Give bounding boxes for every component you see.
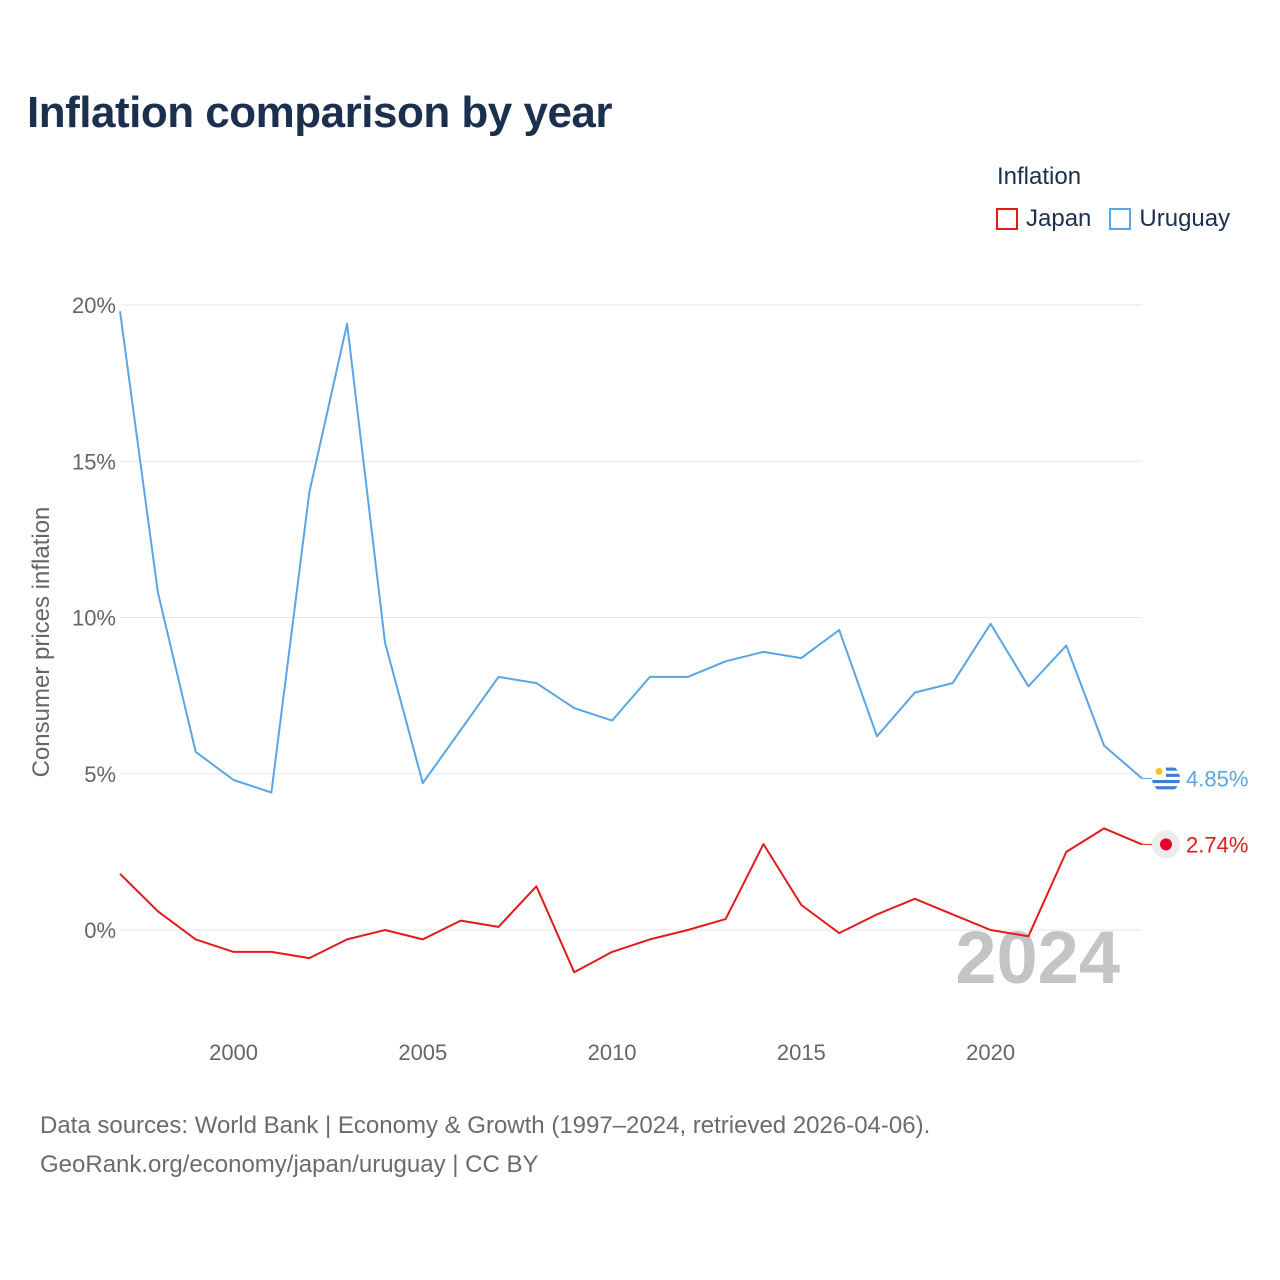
legend-swatch-japan [996, 208, 1018, 230]
chart-title: Inflation comparison by year [27, 88, 613, 137]
series-line-japan[interactable] [119, 827, 1143, 974]
grid [120, 304, 1142, 931]
legend-item-japan[interactable]: Japan [996, 205, 1091, 233]
x-tick-label: 2005 [398, 1040, 447, 1065]
line-chart: 0%5%10%15%20% 2000 2005 2010 2015 2020 2024 … [72, 293, 1248, 1065]
end-value-label-uruguay: 4.85% [1186, 766, 1248, 791]
japan-flag-sun [1160, 838, 1172, 851]
legend: Japan Uruguay [996, 205, 1248, 233]
end-markers: 4.85% 2.74% [1142, 764, 1248, 859]
uruguay-flag-icon [1152, 764, 1180, 793]
y-axis-ticks: 0% 5% 10% 15% 20% [72, 293, 116, 943]
y-tick-label: 5% [84, 762, 116, 787]
series [119, 311, 1143, 974]
y-tick-label: 0% [84, 918, 116, 943]
series-line-uruguay[interactable] [119, 311, 1143, 794]
y-tick-label: 20% [72, 293, 116, 318]
legend-item-uruguay[interactable]: Uruguay [1109, 205, 1230, 233]
y-tick-label: 15% [72, 449, 116, 474]
x-tick-label: 2000 [209, 1040, 258, 1065]
y-tick-label: 10% [72, 606, 116, 631]
legend-label-uruguay: Uruguay [1139, 205, 1231, 232]
footer: Data sources: World Bank | Economy & Gro… [40, 1106, 930, 1184]
legend-label-japan: Japan [1026, 205, 1092, 232]
x-tick-label: 2015 [777, 1040, 826, 1065]
legend-swatch-uruguay [1109, 208, 1132, 230]
end-value-label-japan: 2.74% [1186, 832, 1248, 857]
legend-title: Inflation [997, 163, 1082, 190]
source-url[interactable]: GeoRank.org/economy/japan/uruguay | CC B… [40, 1151, 539, 1178]
year-watermark: 2024 [955, 916, 1120, 999]
data-source-text: Data sources: World Bank | Economy & Gro… [40, 1112, 931, 1139]
x-tick-label: 2010 [588, 1040, 637, 1065]
x-tick-label: 2020 [966, 1040, 1015, 1065]
x-axis-ticks: 2000 2005 2010 2015 2020 [209, 1040, 1015, 1065]
